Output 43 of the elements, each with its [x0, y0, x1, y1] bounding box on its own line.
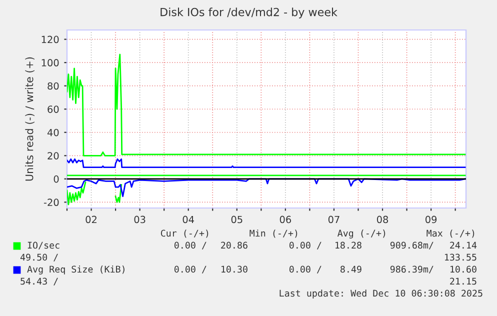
text: 54.43 /: [20, 278, 58, 286]
text: 133.55: [444, 254, 476, 261]
text: 10.60: [450, 266, 476, 273]
line-series: [67, 54, 466, 156]
y-tick-label: 60: [48, 106, 59, 113]
y-tick-label: 20: [48, 152, 59, 160]
text: 0.00 /: [174, 266, 206, 274]
text: Min (-/+): [250, 230, 298, 238]
text: 0.00 /: [289, 242, 322, 250]
x-tick-label: 08: [376, 216, 388, 224]
text: Cur (-/+): [160, 230, 208, 238]
text: 18.28: [336, 242, 362, 249]
text: 24.14: [450, 242, 477, 249]
x-tick-label: 06: [280, 216, 292, 224]
text: Avg (-/+): [338, 230, 386, 238]
legend-label: IO/sec: [28, 242, 60, 250]
x-tick-label: 03: [134, 216, 146, 224]
text: 986.39m/: [390, 266, 434, 274]
x-tick-label: 09: [426, 216, 437, 224]
text: Last update: Wed Dec 10 06:30:08 2025: [280, 290, 482, 298]
x-tick-label: 04: [182, 216, 194, 224]
y-tick-label: 100: [42, 59, 59, 66]
chart-title: Disk IOs for /dev/md2 - by week: [160, 8, 338, 18]
text: 49.50 /: [20, 254, 58, 262]
text: 8.49: [340, 266, 362, 273]
text: 21.15: [450, 278, 476, 285]
x-tick-label: 02: [86, 216, 96, 224]
text: 0.00 /: [289, 266, 322, 274]
text: 0.00 /: [174, 242, 206, 250]
y-axis-title: Units read (-) / write (+): [25, 57, 34, 181]
y-tick-label: 40: [47, 128, 59, 136]
x-tick-label: 05: [231, 216, 242, 224]
x-tick-label: 07: [328, 216, 340, 224]
text: 10.30: [222, 266, 248, 273]
line-series: [67, 158, 466, 168]
y-tick-label: 120: [42, 36, 59, 44]
text: Max (-/+): [426, 230, 474, 238]
text: 20.86: [221, 242, 248, 249]
legend-label: Avg Req Size (KiB): [27, 266, 124, 274]
y-tick-label: 0: [54, 175, 59, 183]
y-tick-label: 80: [48, 82, 59, 90]
y-tick-label: -20: [44, 198, 59, 206]
text: 909.68m/: [390, 242, 434, 250]
